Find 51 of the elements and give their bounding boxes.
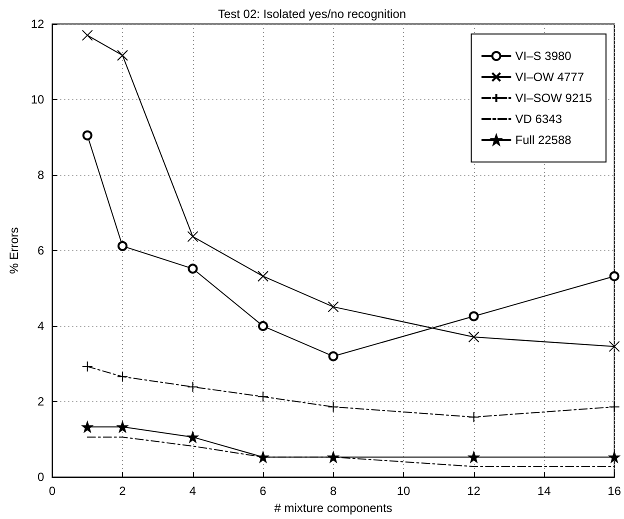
point <box>328 351 338 362</box>
point <box>82 421 93 432</box>
y-tick-label: 10 <box>30 92 45 107</box>
point <box>117 50 128 61</box>
point <box>468 412 480 423</box>
point <box>258 321 268 332</box>
legend-label: VI–S 3980 <box>515 49 572 63</box>
y-tick-label: 0 <box>38 470 45 484</box>
point <box>82 130 92 140</box>
x-tick-label: 12 <box>467 484 481 498</box>
point <box>608 401 620 412</box>
legend-label: VI–OW 4777 <box>515 70 584 84</box>
y-tick-label: 8 <box>38 168 45 182</box>
x-tick-label: 6 <box>260 484 267 498</box>
x-tick-label: 2 <box>119 484 126 498</box>
point <box>187 381 198 392</box>
point <box>328 401 339 412</box>
x-tick-label: 10 <box>396 484 411 498</box>
point <box>468 452 480 463</box>
point <box>188 264 198 274</box>
point <box>258 391 269 402</box>
chart-title: Test 02: Isolated yes/no recognition <box>218 7 406 21</box>
y-axis-title: % Errors <box>7 227 21 274</box>
point <box>82 30 93 41</box>
x-axis-title: # mixture components <box>274 501 392 515</box>
x-tick-label: 14 <box>537 484 552 498</box>
legend-label: VI–SOW 9215 <box>515 91 592 105</box>
x-tick-label: 8 <box>330 484 337 498</box>
point <box>187 432 198 443</box>
point <box>258 270 269 282</box>
y-tick-label: 4 <box>38 319 45 334</box>
point <box>82 360 93 372</box>
y-tick-label: 12 <box>30 17 45 31</box>
point <box>118 241 128 252</box>
y-tick-label: 6 <box>38 244 45 258</box>
point <box>609 271 620 282</box>
point <box>187 231 198 242</box>
point <box>468 311 479 322</box>
point <box>117 421 128 432</box>
point <box>468 332 480 343</box>
point <box>608 340 620 352</box>
point <box>328 452 339 463</box>
x-tick-label: 16 <box>608 484 622 498</box>
x-tick-label: 0 <box>48 484 56 498</box>
x-tick-label: 4 <box>189 484 196 498</box>
point <box>328 301 339 312</box>
point <box>608 452 620 463</box>
y-tick-label: 2 <box>38 394 45 409</box>
legend-label: VD 6343 <box>515 112 562 126</box>
legend-label: Full 22588 <box>515 133 572 147</box>
point <box>258 452 269 463</box>
